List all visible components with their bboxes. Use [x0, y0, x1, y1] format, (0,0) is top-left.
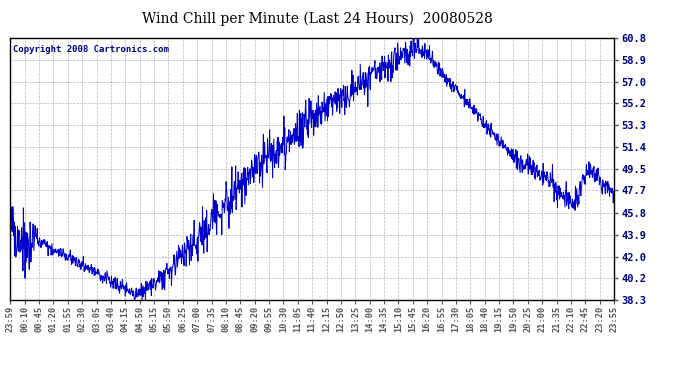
Text: Copyright 2008 Cartronics.com: Copyright 2008 Cartronics.com: [13, 45, 169, 54]
Text: Wind Chill per Minute (Last 24 Hours)  20080528: Wind Chill per Minute (Last 24 Hours) 20…: [142, 11, 493, 26]
